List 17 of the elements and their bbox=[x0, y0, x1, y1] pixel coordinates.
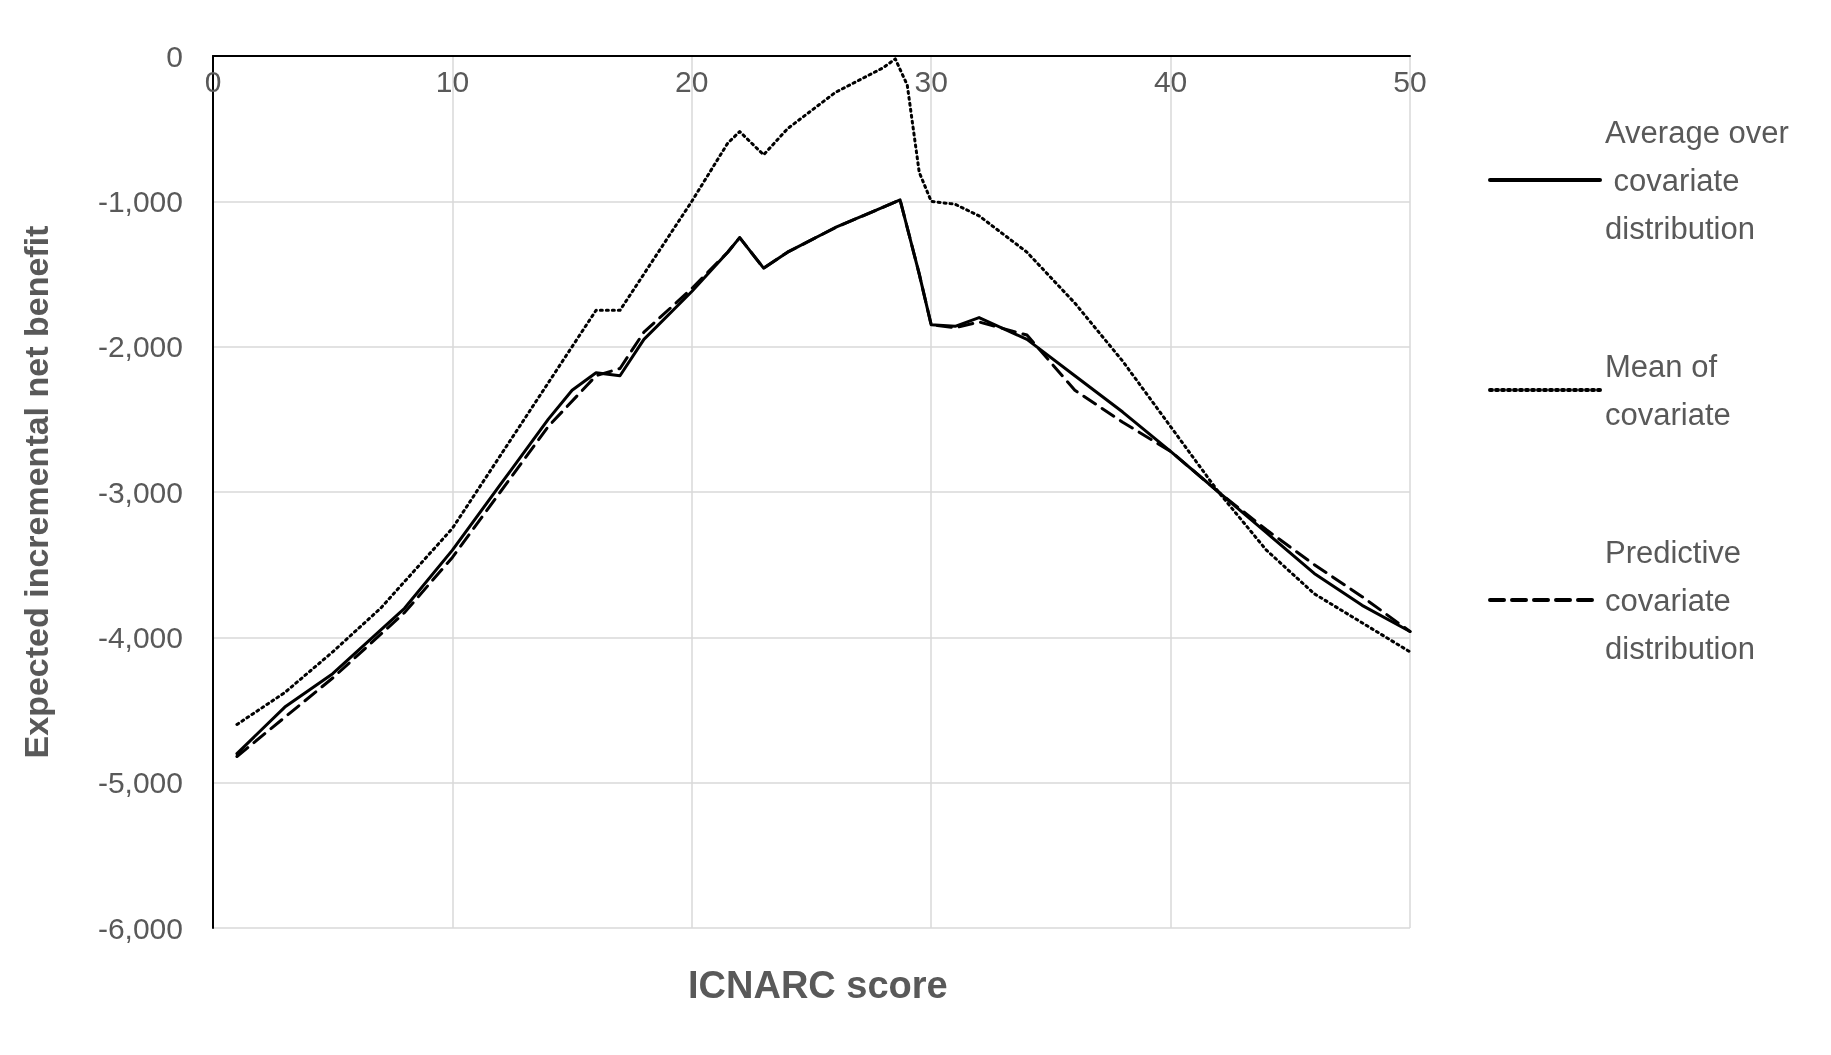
y-tick-label: -2,000 bbox=[97, 330, 183, 364]
x-tick-label: 20 bbox=[675, 64, 709, 98]
y-axis-title: Expected incremental net benefit bbox=[17, 225, 55, 759]
x-tick-label: 50 bbox=[1393, 64, 1427, 98]
legend-label: Mean of covariate bbox=[1605, 348, 1731, 432]
x-tick-label: 40 bbox=[1153, 64, 1188, 98]
legend-label: Predictive covariate distribution bbox=[1605, 534, 1755, 666]
y-tick-label: -4,000 bbox=[97, 620, 183, 654]
y-tick-label: -5,000 bbox=[97, 766, 183, 800]
x-tick-label: 30 bbox=[914, 64, 948, 98]
x-tick-label: 10 bbox=[435, 64, 470, 98]
y-tick-label: 0 bbox=[166, 39, 183, 73]
y-tick-label: -6,000 bbox=[97, 911, 183, 945]
y-tick-label: -1,000 bbox=[97, 184, 183, 218]
y-tick-label: -3,000 bbox=[97, 475, 183, 509]
legend-label: Average over covariate distribution bbox=[1605, 114, 1789, 246]
x-axis-title: ICNARC score bbox=[688, 964, 948, 1006]
